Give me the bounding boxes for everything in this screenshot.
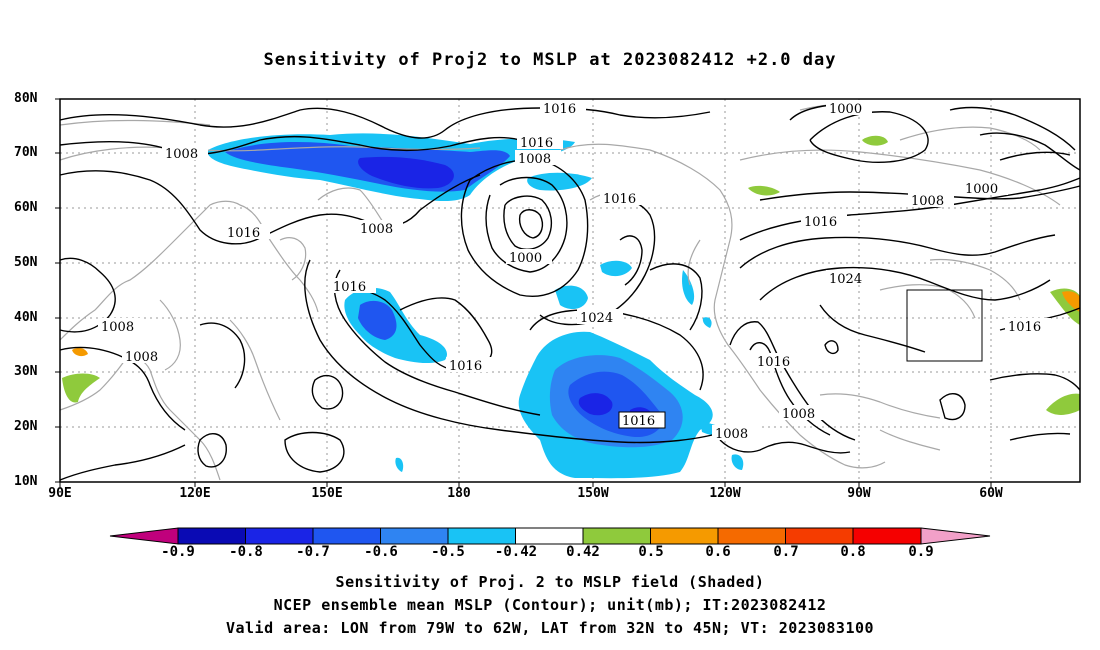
contour-label: 1016 [804,215,837,230]
colorbar-label: 0.8 [840,544,866,560]
colorbar-label: 0.7 [773,544,799,560]
hawaii-dark [578,393,613,416]
colorbar-cell [109,527,179,545]
colorbar-cell [312,527,381,545]
colorbar-label: -0.9 [161,544,195,560]
lon-label: 180 [447,486,471,501]
lon-label: 60W [979,486,1003,501]
contour-label: 1016 [449,359,482,374]
lat-label: 10N [14,474,38,489]
contour-label-group: 1016 1000 1008 1016 1008 1016 1000 1008 … [98,100,1051,442]
lon-label: 120E [179,486,211,501]
colorbar-cell [177,527,246,545]
lat-label: 40N [14,310,38,325]
pac-cyan-6 [395,457,404,472]
contour-label: 1000 [829,102,862,117]
colorbar-label: 0.6 [705,544,731,560]
colorbar [109,527,991,545]
contour-label: 1016 [520,136,553,151]
contour-label: 1016 [333,280,366,295]
contour-label: 1016 [1008,320,1041,335]
arctic-dark-blue [358,156,454,189]
contour-label: 1008 [782,407,815,422]
pac-cyan-3 [682,270,695,305]
contour-label: 1008 [911,194,944,209]
colorbar-label: -0.7 [296,544,330,560]
green-india [62,373,100,403]
colorbar-cell [380,527,449,545]
lat-label: 70N [14,145,38,160]
pac-cyan-1 [555,285,588,310]
pac-cyan-5 [731,454,744,470]
colorbar-label: -0.8 [229,544,263,560]
contour-label: 1016 [622,414,655,429]
arctic-cyan-patch [527,172,592,191]
lon-label: 150E [311,486,343,501]
positive-sensitivity-shading [62,135,1080,415]
colorbar-cell [650,527,719,545]
contour-label: 1016 [543,102,576,117]
lat-label: 30N [14,364,38,379]
colorbar-label: -0.5 [431,544,465,560]
valid-area-box [906,289,983,362]
map-frame [59,98,1081,483]
lon-label: 90E [48,486,72,501]
caption-line-1: Sensitivity of Proj. 2 to MSLP field (Sh… [335,573,765,591]
colorbar-label: 0.42 [566,544,600,560]
pac-cyan-2 [600,260,632,277]
contour-label: 1008 [165,147,198,162]
colorbar-cell [717,527,786,545]
colorbar-label: 0.9 [908,544,934,560]
colorbar-cell [245,527,314,545]
lat-label: 20N [14,419,38,434]
contour-label: 1008 [360,222,393,237]
contour-label: 1016 [227,226,260,241]
axis-ticks [55,98,992,487]
kuril-blue [358,300,397,340]
colorbar-cell [785,527,854,545]
green-canada [748,185,780,196]
lat-label: 60N [14,200,38,215]
lon-label: 90W [847,486,871,501]
lon-label: 150W [577,486,609,501]
colorbar-cell [515,527,584,545]
colorbar-cell [582,527,651,545]
colorbar-cell [447,527,516,545]
orange-atlantic [1062,291,1080,312]
contour-label: 1024 [580,311,613,326]
lon-label: 120W [709,486,741,501]
contour-label: 1008 [101,320,134,335]
colorbar-label: -0.42 [494,544,538,560]
chart-title: Sensitivity of Proj2 to MSLP at 20230824… [263,50,837,70]
lat-label: 50N [14,255,38,270]
green-greenland [862,135,888,146]
orange-india [72,347,88,357]
pac-cyan-7 [702,317,712,328]
lat-label: 80N [14,91,38,106]
contour-label: 1008 [715,427,748,442]
caption-line-3: Valid area: LON from 79W to 62W, LAT fro… [225,619,875,637]
colorbar-cell [920,527,991,545]
contour-label: 1008 [125,350,158,365]
contour-label: 1016 [603,192,636,207]
green-atlantic-2 [1046,393,1080,415]
contour-label: 1000 [509,251,542,266]
mslp-contours [59,103,1081,481]
colorbar-cell [852,527,922,545]
caption-line-2: NCEP ensemble mean MSLP (Contour); unit(… [273,596,827,614]
contour-label: 1000 [965,182,998,197]
colorbar-label: 0.5 [638,544,664,560]
contour-label: 1024 [829,272,862,287]
colorbar-label: -0.6 [364,544,398,560]
contour-label: 1008 [518,152,551,167]
contour-label: 1016 [757,355,790,370]
